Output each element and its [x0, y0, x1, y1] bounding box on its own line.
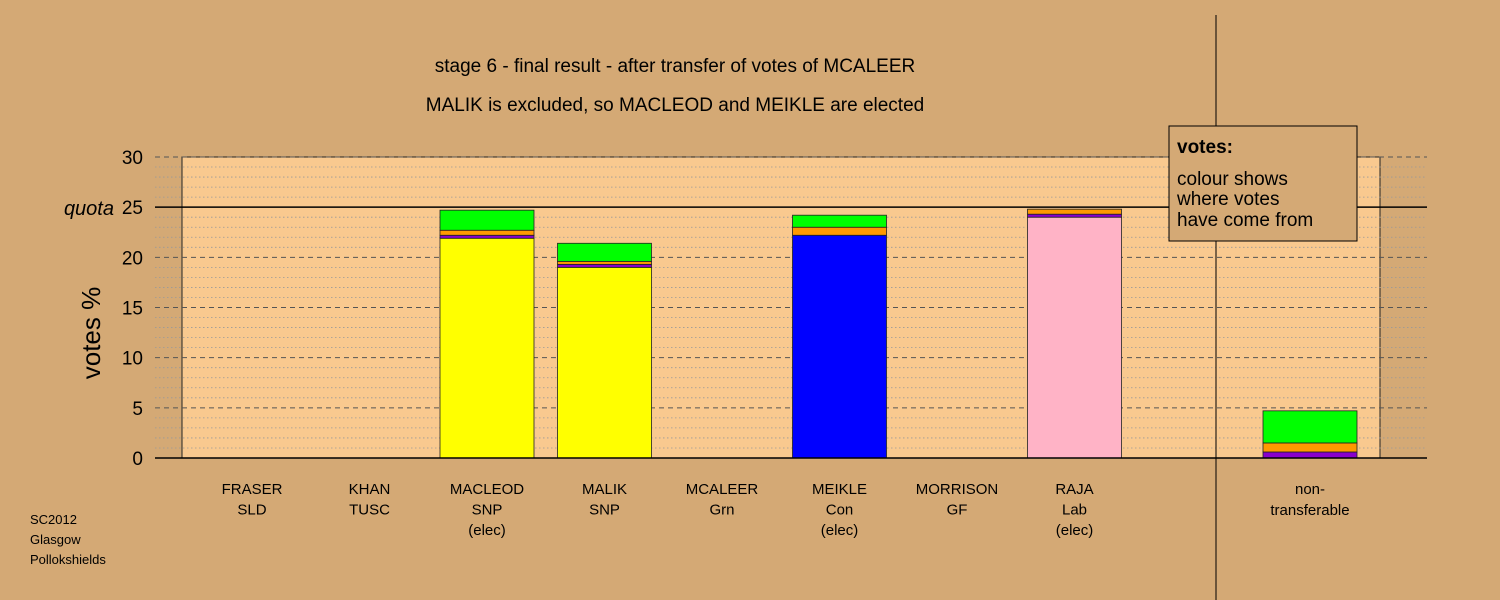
y-tick-label: 0 [132, 449, 143, 470]
bar-segment-non-transferable [1262, 410, 1358, 444]
bar-segment-raja [1027, 213, 1122, 218]
y-tick-label: 10 [122, 349, 143, 370]
bar-segment-macleod [439, 234, 535, 239]
x-tick-label: (elec) [468, 522, 506, 539]
x-tick-label: SLD [237, 502, 266, 519]
credit-line: Pollokshields [30, 552, 106, 567]
credit-line: SC2012 [30, 512, 77, 527]
chart-title: stage 6 - final result - after transfer … [435, 56, 915, 77]
bar-segment-meikle [792, 214, 887, 228]
x-tick-label: MACLEOD [450, 481, 524, 498]
bar-segment-meikle [792, 226, 887, 236]
x-tick-label: TUSC [349, 502, 390, 519]
bar-segment-macleod [439, 237, 535, 459]
y-tick-label: 30 [122, 148, 143, 169]
x-tick-label: SNP [589, 502, 620, 519]
bar-segment-non-transferable [1262, 442, 1358, 453]
bars [439, 208, 1358, 459]
x-tick-label: MORRISON [916, 481, 999, 498]
x-tick-label: MCALEER [686, 481, 759, 498]
legend-line: where votes [1176, 189, 1279, 210]
bar-segment-macleod [439, 229, 535, 236]
bar-segment-malik [557, 260, 652, 265]
x-tick-label: non- [1295, 481, 1325, 498]
bar-segment-raja [1027, 216, 1122, 459]
x-tick-label: GF [947, 502, 968, 519]
credit-line: Glasgow [30, 532, 81, 547]
bar-segment-raja [1027, 208, 1122, 215]
y-tick-label: 25 [122, 198, 143, 219]
x-tick-label: RAJA [1055, 481, 1093, 498]
legend: votes: colour shows where votes have com… [1168, 125, 1358, 242]
chart-subtitle: MALIK is excluded, so MACLEOD and MEIKLE… [426, 95, 924, 116]
legend-box [1168, 125, 1358, 242]
x-tick-label: MALIK [582, 481, 627, 498]
x-tick-label: SNP [472, 502, 503, 519]
x-axis-labels: FRASER SLD KHAN TUSC MACLEOD SNP (elec) MALIK SN… [222, 481, 1350, 539]
bar-segment-macleod [439, 209, 535, 231]
bar-segment-meikle [792, 234, 887, 459]
bar-segment-malik [557, 266, 652, 459]
y-axis-ticks: 0 5 10 15 20 25 30 [122, 148, 143, 470]
legend-title: votes: [1177, 137, 1233, 158]
legend-line: have come from [1177, 210, 1313, 231]
bar-segment-malik [557, 242, 652, 262]
quota-label: quota [64, 198, 114, 220]
x-tick-label: transferable [1270, 502, 1349, 519]
x-tick-label: FRASER [222, 481, 283, 498]
x-tick-label: Grn [709, 502, 734, 519]
bar-segment-non-transferable [1262, 451, 1358, 459]
x-tick-label: Con [826, 502, 854, 519]
y-axis-label: votes % [76, 287, 106, 380]
bar-segment-malik [557, 263, 652, 268]
x-tick-label: MEIKLE [812, 481, 867, 498]
x-tick-label: (elec) [821, 522, 859, 539]
x-tick-label: (elec) [1056, 522, 1094, 539]
y-tick-label: 20 [122, 248, 143, 269]
x-tick-label: KHAN [349, 481, 391, 498]
legend-line: colour shows [1177, 169, 1288, 190]
x-tick-label: Lab [1062, 502, 1087, 519]
y-tick-label: 5 [132, 399, 143, 420]
y-tick-label: 15 [122, 299, 143, 320]
